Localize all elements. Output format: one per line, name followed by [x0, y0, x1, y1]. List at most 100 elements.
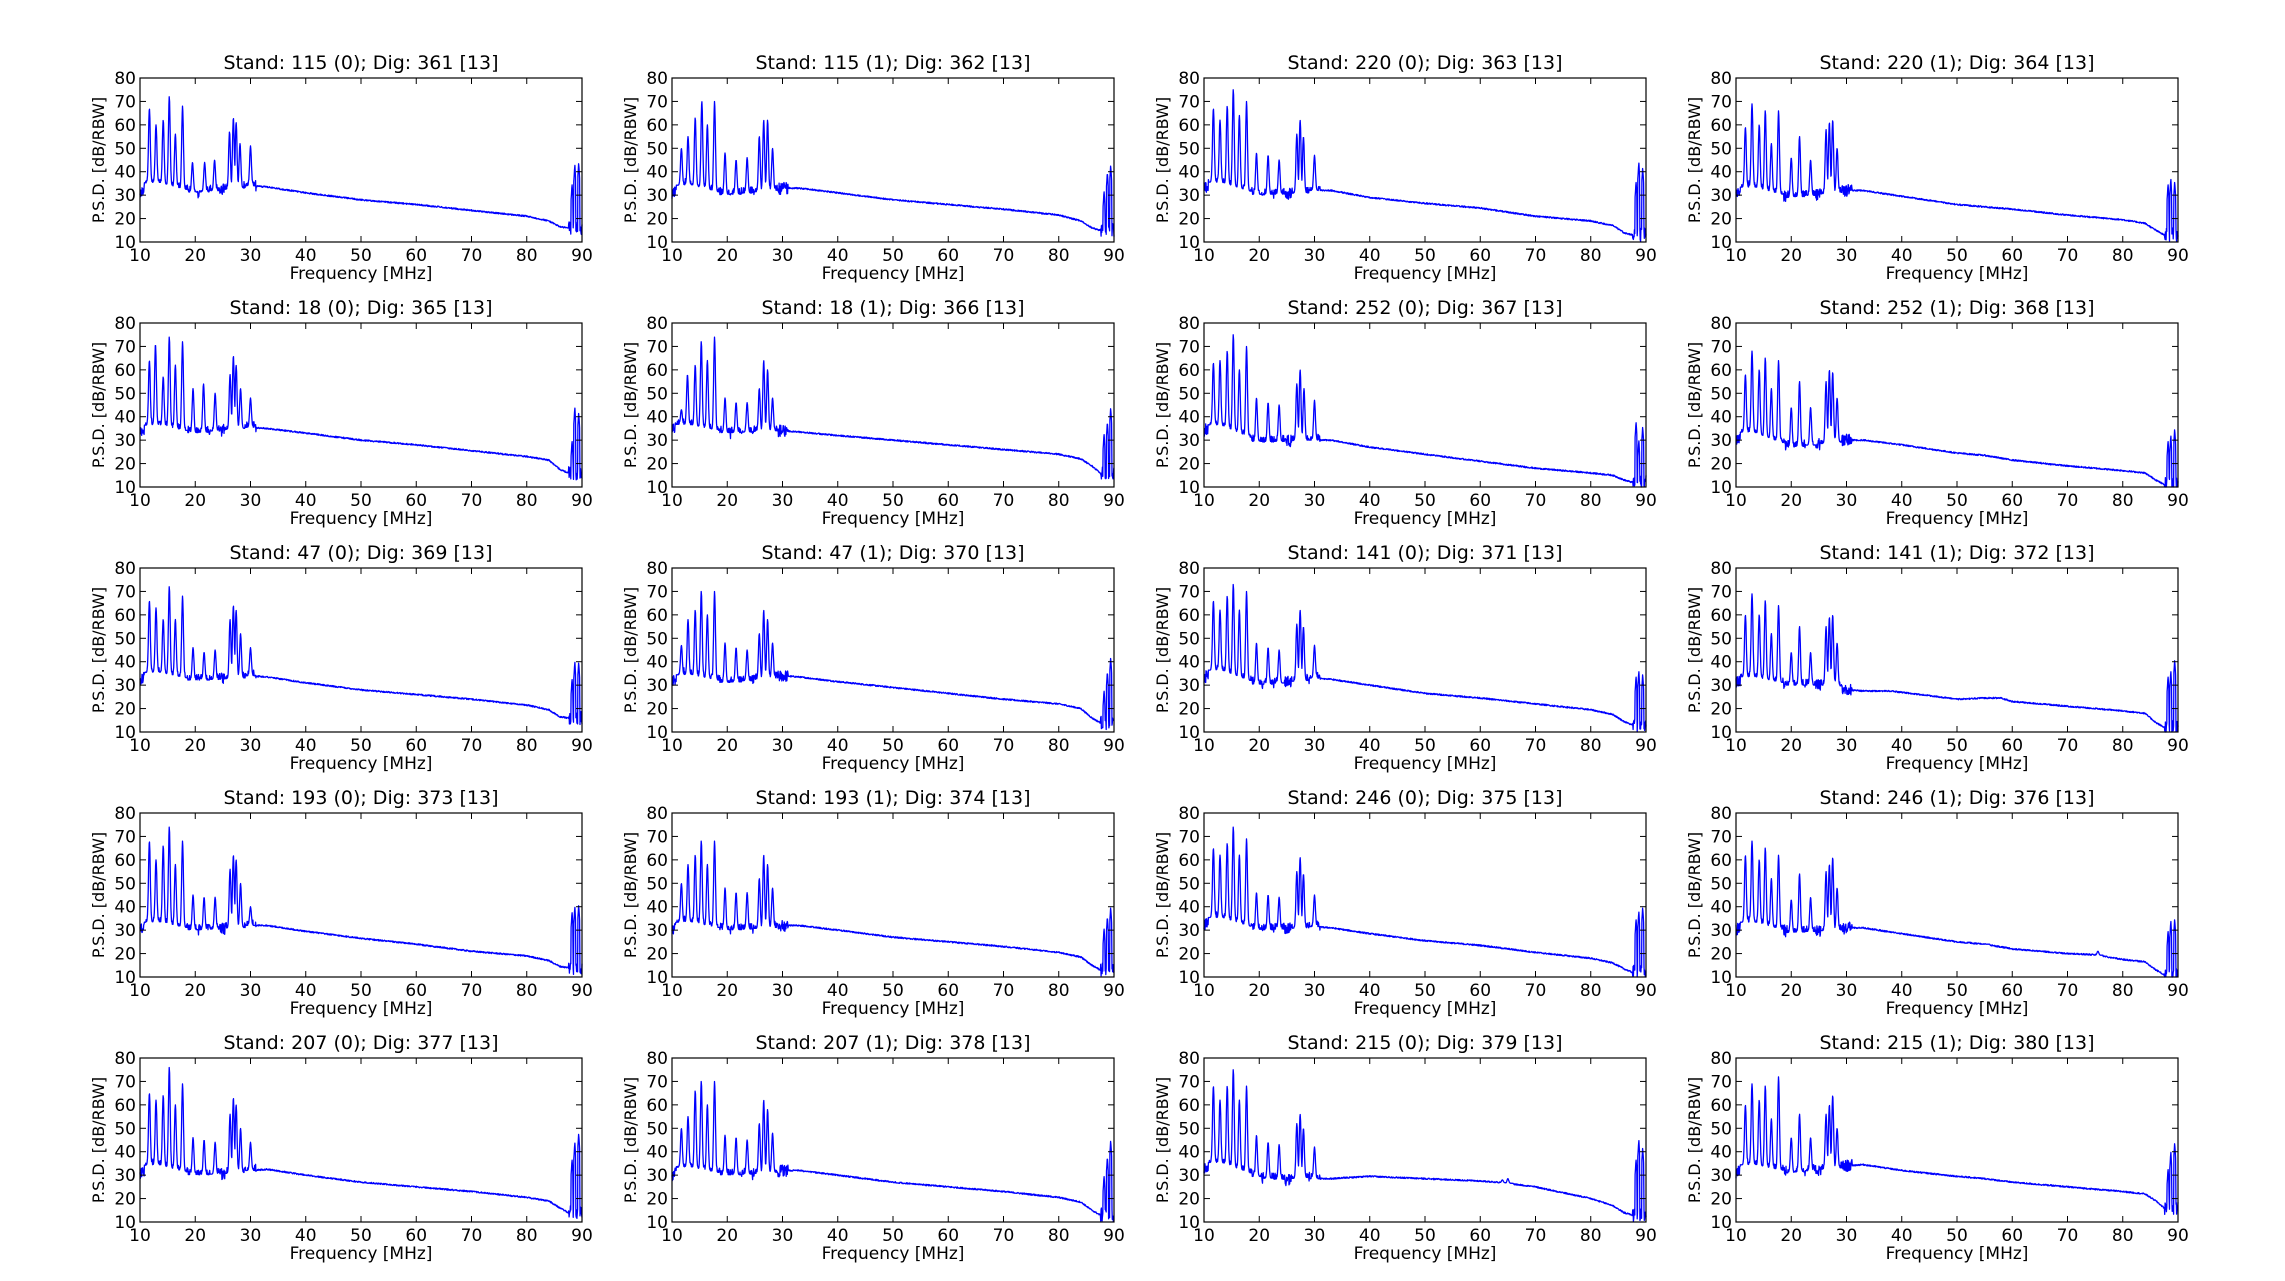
x-tick-label: 70	[1525, 1226, 1547, 1246]
x-tick-label: 60	[937, 491, 959, 511]
x-tick-label: 40	[827, 246, 849, 266]
y-tick-label: 40	[114, 1143, 136, 1163]
y-tick-label: 30	[1710, 921, 1732, 941]
x-tick-label: 80	[2112, 491, 2134, 511]
x-tick-label: 20	[184, 246, 206, 266]
y-tick-label: 70	[114, 582, 136, 602]
y-tick-label: 60	[1178, 1096, 1200, 1116]
psd-series-line	[1203, 334, 1647, 488]
x-tick-label: 20	[1780, 736, 1802, 756]
x-tick-label: 90	[2167, 491, 2189, 511]
chart-panel: Stand: 115 (0); Dig: 361 [13] 10 20 30 40 50 6…	[89, 52, 593, 284]
x-tick-label: 90	[571, 1226, 593, 1246]
x-tick-label: 50	[1946, 1226, 1968, 1246]
y-tick-label: 30	[1178, 1166, 1200, 1186]
chart-panel: Stand: 220 (0); Dig: 363 [13] 10 20 30 40 50 6…	[1153, 52, 1657, 284]
x-tick-label: 30	[1304, 1226, 1326, 1246]
y-axis-label: P.S.D. [dB/RBW]	[621, 832, 640, 958]
x-tick-label: 30	[240, 1226, 262, 1246]
x-tick-label: 90	[571, 736, 593, 756]
y-tick-label: 10	[114, 478, 136, 498]
chart-panel: Stand: 252 (1); Dig: 368 [13] 10 20 30 40 50 6…	[1685, 297, 2189, 529]
y-tick-label: 40	[1710, 1143, 1732, 1163]
y-tick-label: 30	[1710, 1166, 1732, 1186]
psd-series-line	[1735, 350, 2179, 488]
x-tick-label: 30	[1836, 246, 1858, 266]
x-tick-label: 90	[1103, 1226, 1125, 1246]
y-tick-label: 60	[1178, 116, 1200, 136]
x-tick-label: 40	[295, 1226, 317, 1246]
y-tick-label: 30	[1710, 186, 1732, 206]
x-axis-label: Frequency [MHz]	[1886, 1244, 2029, 1264]
psd-series-line	[139, 826, 583, 976]
y-tick-label: 40	[1710, 898, 1732, 918]
psd-series-line	[671, 590, 1115, 731]
x-tick-label: 20	[1248, 981, 1270, 1001]
psd-series-line	[1203, 1069, 1647, 1223]
y-tick-label: 20	[1178, 455, 1200, 475]
y-axis-label: P.S.D. [dB/RBW]	[89, 1077, 108, 1203]
y-tick-label: 80	[646, 804, 668, 824]
y-tick-label: 50	[1178, 874, 1200, 894]
y-axis-label: P.S.D. [dB/RBW]	[89, 97, 108, 223]
y-tick-label: 80	[1178, 804, 1200, 824]
y-tick-label: 40	[1178, 1143, 1200, 1163]
x-tick-label: 20	[184, 981, 206, 1001]
y-tick-label: 30	[646, 676, 668, 696]
chart-title: Stand: 215 (1); Dig: 380 [13]	[1819, 1032, 2094, 1054]
y-tick-label: 70	[1178, 92, 1200, 112]
x-tick-label: 30	[772, 246, 794, 266]
y-tick-label: 80	[1710, 69, 1732, 89]
chart-panel: Stand: 215 (1); Dig: 380 [13] 10 20 30 40 50 6…	[1685, 1032, 2189, 1264]
y-tick-label: 40	[1178, 163, 1200, 183]
y-axis-label: P.S.D. [dB/RBW]	[89, 342, 108, 468]
x-axis-label: Frequency [MHz]	[822, 999, 965, 1019]
x-tick-label: 90	[1635, 981, 1657, 1001]
x-tick-label: 50	[350, 1226, 372, 1246]
y-tick-label: 10	[1178, 478, 1200, 498]
y-tick-label: 20	[646, 945, 668, 965]
x-tick-label: 20	[184, 736, 206, 756]
y-tick-label: 30	[114, 186, 136, 206]
y-tick-label: 20	[646, 210, 668, 230]
x-tick-label: 50	[1946, 246, 1968, 266]
y-tick-label: 60	[1178, 851, 1200, 871]
x-tick-label: 80	[516, 736, 538, 756]
y-axis-label: P.S.D. [dB/RBW]	[1685, 97, 1704, 223]
y-tick-label: 20	[646, 455, 668, 475]
chart-panel: Stand: 141 (1); Dig: 372 [13] 10 20 30 40 50 6…	[1685, 542, 2189, 774]
y-axis-label: P.S.D. [dB/RBW]	[1685, 587, 1704, 713]
x-tick-label: 50	[882, 1226, 904, 1246]
x-tick-label: 40	[827, 981, 849, 1001]
x-tick-label: 80	[516, 981, 538, 1001]
y-tick-label: 50	[1710, 1119, 1732, 1139]
x-tick-label: 40	[1359, 246, 1381, 266]
x-tick-label: 20	[1248, 1226, 1270, 1246]
y-tick-label: 50	[1710, 384, 1732, 404]
y-tick-label: 40	[1710, 653, 1732, 673]
x-tick-label: 40	[1891, 246, 1913, 266]
psd-series-line	[1735, 103, 2179, 242]
y-axis-label: P.S.D. [dB/RBW]	[89, 587, 108, 713]
y-tick-label: 40	[114, 653, 136, 673]
x-tick-label: 20	[1248, 491, 1270, 511]
x-tick-label: 90	[1635, 246, 1657, 266]
x-axis-label: Frequency [MHz]	[290, 999, 433, 1019]
x-tick-label: 60	[1469, 491, 1491, 511]
x-tick-label: 60	[2001, 491, 2023, 511]
y-tick-label: 10	[1178, 233, 1200, 253]
x-tick-label: 90	[1635, 491, 1657, 511]
x-tick-label: 90	[2167, 736, 2189, 756]
chart-panel: Stand: 246 (0); Dig: 375 [13] 10 20 30 40 50 6…	[1153, 787, 1657, 1019]
y-tick-label: 30	[646, 431, 668, 451]
y-tick-label: 30	[1178, 676, 1200, 696]
x-tick-label: 80	[1048, 981, 1070, 1001]
y-tick-label: 60	[1710, 606, 1732, 626]
y-tick-label: 80	[1710, 804, 1732, 824]
x-axis-label: Frequency [MHz]	[822, 509, 965, 529]
x-tick-label: 10	[1725, 1226, 1747, 1246]
x-tick-label: 30	[1304, 981, 1326, 1001]
x-tick-label: 70	[993, 246, 1015, 266]
x-tick-label: 50	[350, 981, 372, 1001]
chart-title: Stand: 207 (1); Dig: 378 [13]	[755, 1032, 1030, 1054]
